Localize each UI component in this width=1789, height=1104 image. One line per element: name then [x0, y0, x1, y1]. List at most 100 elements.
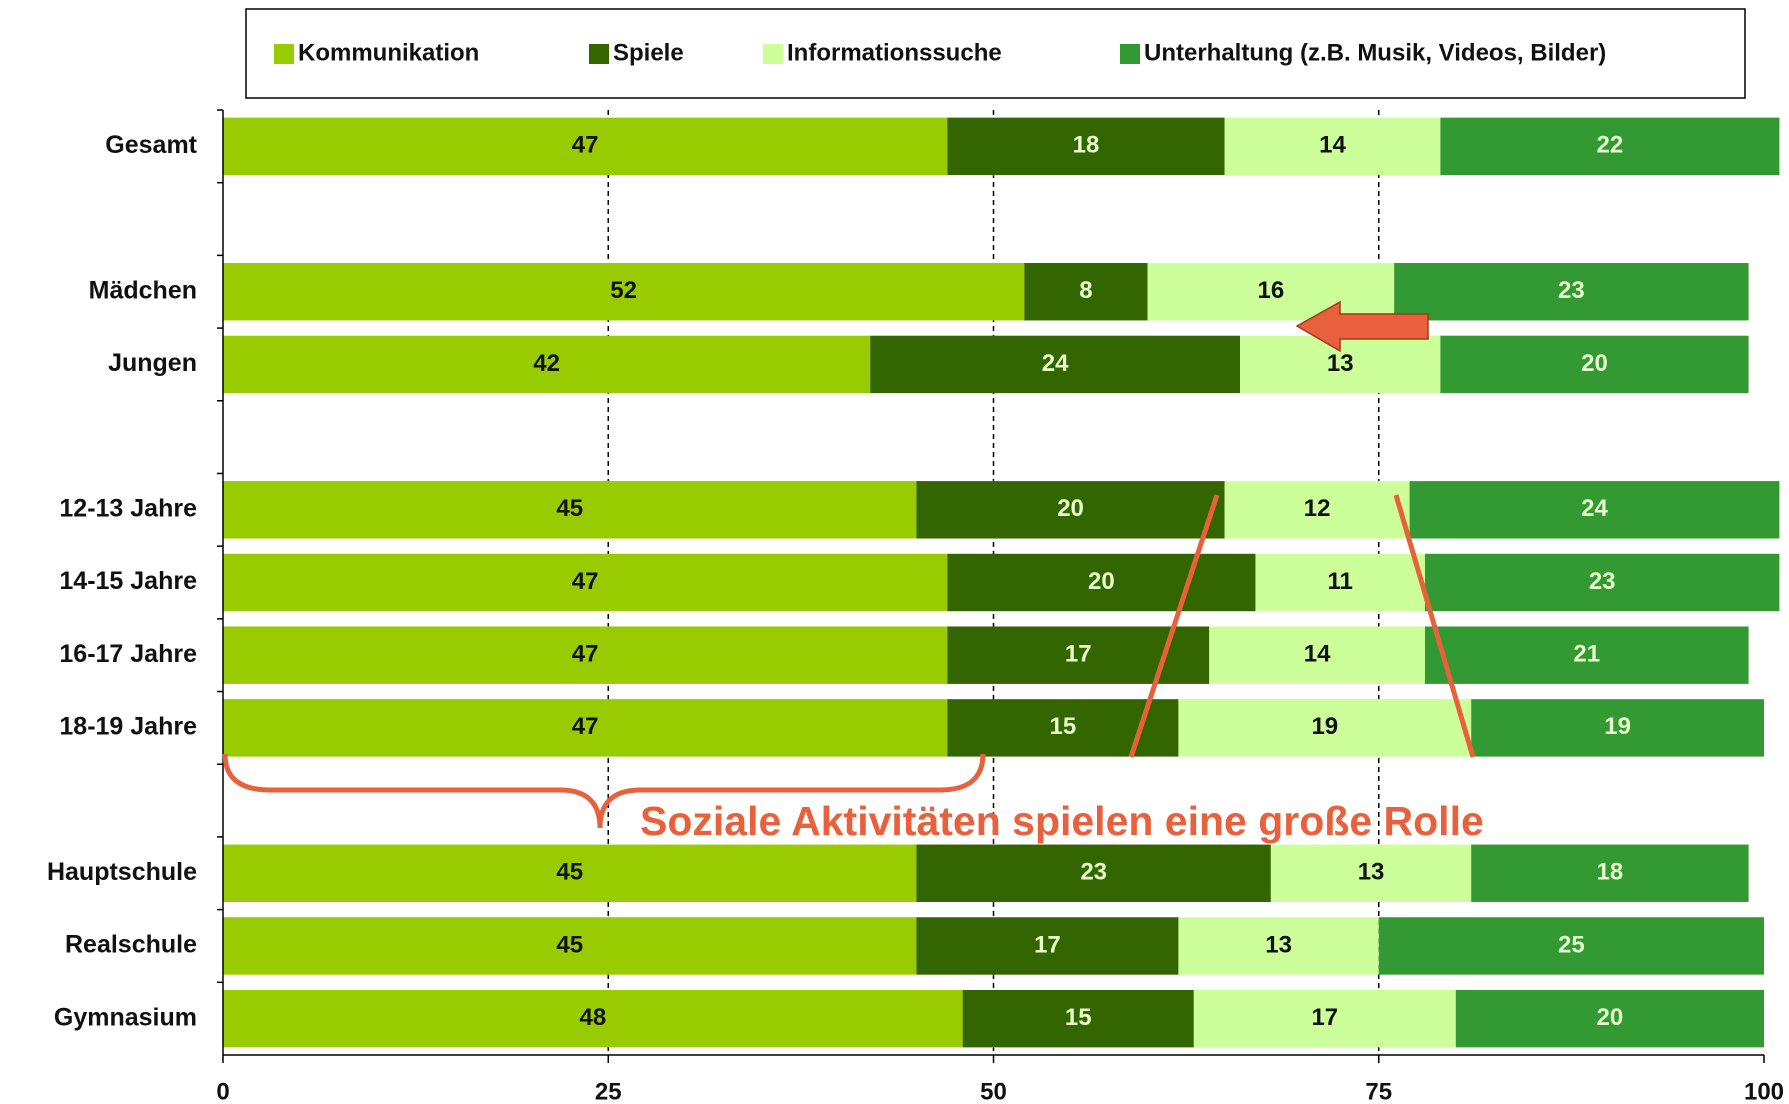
bar-segment: [223, 553, 948, 612]
bar-segment: [1440, 117, 1780, 176]
bar-segment: [1224, 117, 1441, 176]
legend-swatch: [274, 44, 294, 64]
value-label: 12: [1304, 495, 1331, 522]
bar-segment: [962, 989, 1194, 1048]
bar-segment: [1224, 481, 1410, 539]
value-label: 8: [1079, 277, 1092, 304]
bar-segment: [223, 626, 948, 684]
bar-segment: [1178, 699, 1472, 757]
value-label: 47: [572, 568, 599, 595]
x-tick-label: 75: [1365, 1078, 1392, 1104]
bar-segment: [1471, 699, 1764, 757]
bar-segment: [1193, 989, 1456, 1048]
legend-box: [245, 8, 1746, 99]
value-label: 15: [1049, 713, 1076, 740]
bar-segment: [1270, 844, 1472, 902]
y-tick-label: 14-15 Jahre: [59, 567, 197, 595]
value-label: 47: [572, 713, 599, 740]
value-label: 24: [1042, 350, 1069, 377]
bar-segment: [916, 917, 1179, 975]
bar-segment: [223, 699, 948, 757]
x-tick-label: 100: [1744, 1078, 1784, 1104]
y-tick-label: Realschule: [65, 931, 197, 959]
bar-segment: [1455, 989, 1764, 1048]
value-label: 13: [1327, 350, 1354, 377]
legend-swatch: [589, 44, 609, 64]
x-tick-label: 50: [980, 1078, 1007, 1104]
legend-swatch: [763, 44, 783, 64]
value-label: 20: [1597, 1004, 1624, 1031]
bar-segment: [1209, 626, 1425, 684]
x-tick-label: 25: [595, 1078, 622, 1104]
value-label: 13: [1265, 931, 1292, 958]
value-label: 23: [1589, 568, 1616, 595]
value-label: 47: [572, 132, 599, 159]
bar-segment: [1255, 553, 1425, 612]
plot: 0 25 50 75 100 Gesamt 47 18 14 22 Mädchen 52 8 16 23 Ju…: [47, 109, 1784, 1104]
annotation-line: [1393, 494, 1476, 758]
value-label: 23: [1558, 277, 1585, 304]
value-label: 45: [556, 495, 583, 522]
bar-segment: [223, 481, 917, 539]
y-tick-label: 16-17 Jahre: [59, 640, 197, 668]
value-label: 19: [1311, 713, 1338, 740]
bar-segment: [1394, 263, 1749, 321]
bar-segment: [223, 335, 871, 394]
value-label: 45: [556, 931, 583, 958]
value-label: 52: [610, 277, 637, 304]
value-label: 17: [1065, 641, 1092, 668]
legend-label: Kommunikation: [298, 39, 479, 66]
value-label: 14: [1319, 132, 1346, 159]
bar-segment: [1424, 626, 1749, 684]
legend-label: Informationssuche: [787, 39, 1002, 66]
value-label: 24: [1581, 495, 1608, 522]
bar-segment: [916, 481, 1225, 539]
y-tick-label: Gesamt: [105, 131, 197, 159]
annotation-line: [1128, 494, 1220, 758]
value-label: 14: [1304, 641, 1331, 668]
bar-segment: [1024, 263, 1148, 321]
value-label: 25: [1558, 931, 1585, 958]
value-label: 48: [579, 1004, 606, 1031]
y-tick-label: 18-19 Jahre: [59, 712, 197, 740]
bar-segment: [1440, 335, 1749, 394]
bar-segment: [1471, 844, 1749, 902]
bar-segment: [1147, 263, 1395, 321]
value-label: 22: [1597, 132, 1624, 159]
bar-segment: [223, 989, 963, 1048]
arrow: [1295, 300, 1429, 353]
value-label: 19: [1604, 713, 1631, 740]
y-tick-label: Hauptschule: [47, 858, 197, 886]
value-label: 17: [1311, 1004, 1338, 1031]
bar-segment: [1409, 481, 1780, 539]
value-label: 13: [1358, 859, 1385, 886]
bar-segment: [1378, 917, 1764, 975]
value-label: 16: [1258, 277, 1285, 304]
value-label: 21: [1573, 641, 1600, 668]
value-label: 11: [1328, 568, 1353, 595]
value-label: 17: [1034, 931, 1061, 958]
bar-segment: [223, 844, 917, 902]
bar-segment: [947, 117, 1225, 176]
brace: [222, 753, 986, 829]
bar-segment: [1178, 917, 1379, 975]
y-tick-label: 12-13 Jahre: [59, 494, 197, 522]
y-tick-label: Mädchen: [89, 276, 197, 304]
bar-segment: [1424, 553, 1780, 612]
legend-label: Spiele: [613, 39, 684, 66]
bar-segment: [947, 553, 1256, 612]
legend-label: Unterhaltung (z.B. Musik, Videos, Bilder…: [1144, 39, 1606, 66]
annotation-text: Soziale Aktivitäten spielen eine große R…: [640, 798, 1484, 844]
bar-segment: [916, 844, 1271, 902]
value-label: 42: [533, 350, 560, 377]
annotations: Soziale Aktivitäten spielen eine große R…: [222, 300, 1484, 844]
bar-segment: [223, 117, 948, 176]
y-tick-label: Gymnasium: [54, 1003, 197, 1031]
value-label: 15: [1065, 1004, 1092, 1031]
value-label: 20: [1088, 568, 1115, 595]
bar-segment: [223, 917, 917, 975]
value-label: 20: [1057, 495, 1084, 522]
x-tick-label: 0: [216, 1078, 229, 1104]
value-label: 23: [1080, 859, 1107, 886]
